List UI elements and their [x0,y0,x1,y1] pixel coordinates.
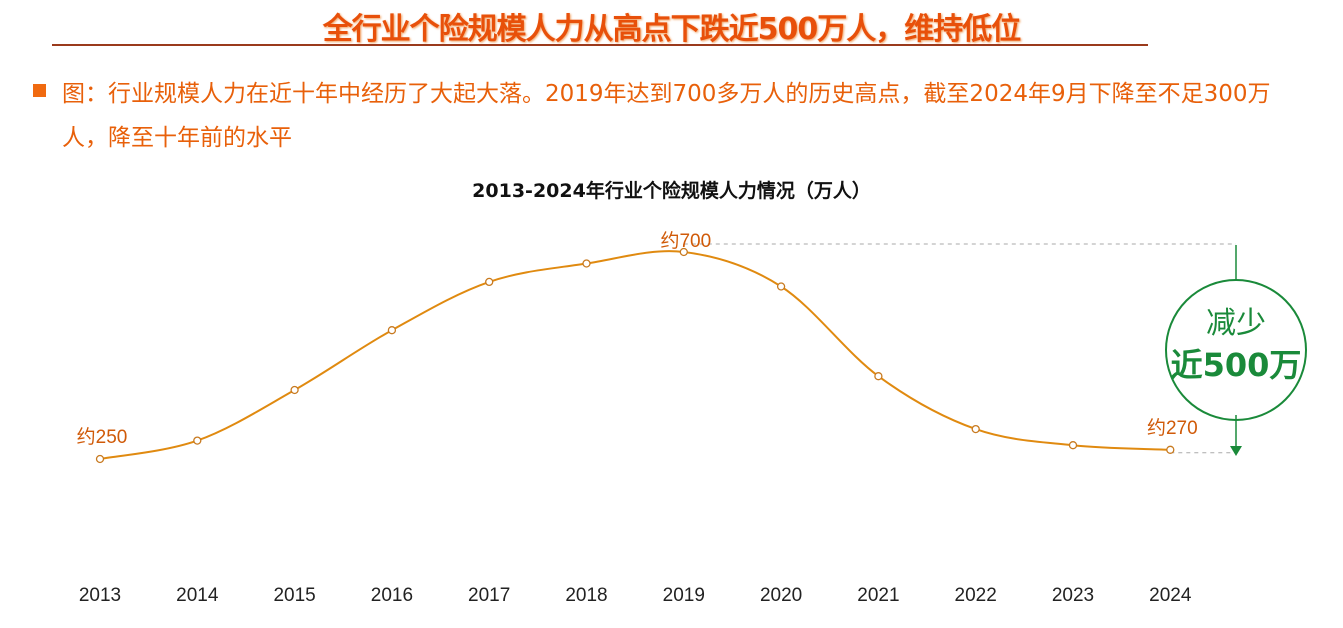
data-point-2024 [1166,445,1175,454]
page-title: 全行业个险规模人力从高点下跌近500万人，维持低位 [322,12,1022,47]
chart-description: 图：行业规模人力在近十年中经历了大起大落。2019年达到700多万人的历史高点，… [62,81,1271,151]
data-point-2015 [290,385,299,395]
x-tick-label-2021: 2021 [857,585,899,606]
x-tick-label-2024: 2024 [1149,585,1192,606]
x-tick-label-2013: 2013 [79,585,121,606]
data-point-2022 [971,424,980,434]
x-tick-label-2019: 2019 [663,585,705,606]
data-point-2017 [485,277,494,287]
data-label-2013: 约250 [77,426,128,448]
data-point-2019 [679,247,688,257]
down-arrow-icon [1230,446,1242,456]
data-point-2023 [1068,441,1078,450]
x-tick-label-2018: 2018 [565,585,607,606]
data-point-2021 [874,372,883,381]
x-tick-label-2014: 2014 [176,585,219,606]
data-point-2016 [387,326,397,335]
x-tick-label-2017: 2017 [468,585,510,606]
x-tick-label-2016: 2016 [371,585,413,606]
x-tick-label-2015: 2015 [273,585,315,606]
callout-text-line2: 近500万 [1171,346,1302,384]
chart-title: 2013-2024年行业个险规模人力情况（万人） [472,180,871,202]
title-divider [52,44,1148,46]
x-tick-label-2023: 2023 [1052,585,1094,606]
x-tick-label-2022: 2022 [955,585,997,606]
bullet-square [33,84,46,97]
series-line [99,250,1171,460]
data-point-2013 [95,454,105,464]
data-label-2024: 约270 [1147,417,1198,439]
callout-text-line1: 减少 [1206,306,1266,341]
data-point-2014 [193,436,202,445]
data-point-2020 [776,282,786,291]
x-tick-label-2020: 2020 [760,585,802,606]
data-label-2019: 约700 [660,230,711,252]
data-point-2018 [582,259,591,268]
